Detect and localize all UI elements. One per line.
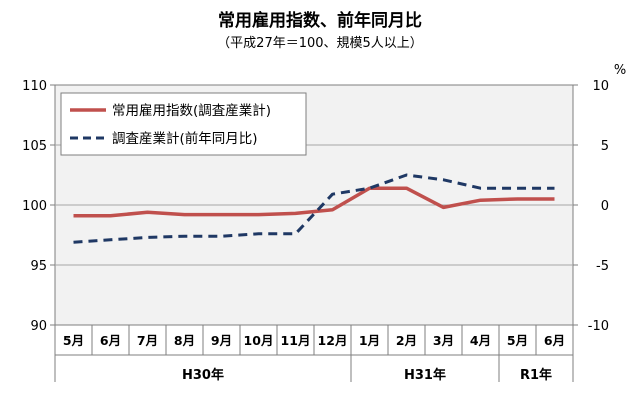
category-label: 4月 [470, 333, 491, 348]
category-label: 8月 [174, 333, 195, 348]
left-tick-label: 90 [30, 319, 47, 334]
category-label: 7月 [137, 333, 158, 348]
right-axis: -10 -5 0 5 10 [573, 79, 609, 334]
left-axis: 90 95 100 105 110 [22, 79, 55, 334]
legend: 常用雇用指数(調査産業計) 調査産業計(前年同月比) [60, 92, 307, 156]
category-label: 5月 [63, 333, 84, 348]
chart-title: 常用雇用指数、前年同月比 [218, 10, 422, 31]
left-tick-label: 110 [22, 79, 47, 94]
left-tick-label: 105 [22, 139, 47, 154]
group-label: R1年 [520, 367, 552, 383]
category-label: 1月 [359, 333, 380, 348]
series-line-yoy [73, 173, 555, 244]
category-label: 5月 [507, 333, 528, 348]
right-axis-unit: % [614, 63, 626, 78]
category-label: 12月 [318, 333, 348, 348]
category-label: 9月 [211, 333, 232, 348]
right-tick-label: -5 [596, 259, 609, 274]
left-tick-label: 100 [22, 199, 47, 214]
group-label: H31年 [404, 367, 446, 383]
category-label: 6月 [100, 333, 121, 348]
group-label: H30年 [182, 367, 224, 383]
right-tick-label: -10 [588, 319, 609, 334]
category-label: 6月 [544, 333, 565, 348]
category-axis: 5月 6月 7月 8月 9月 10月 11月 12月 1月 2月 3月 4月 5月 6月 H30年 H31年 R… [54, 325, 574, 383]
right-tick-label: 0 [601, 199, 609, 214]
right-tick-label: 10 [592, 79, 609, 94]
legend-box [60, 92, 307, 156]
category-label: 10月 [244, 333, 274, 348]
legend-label-index: 常用雇用指数(調査産業計) [112, 102, 271, 119]
legend-label-yoy: 調査産業計(前年同月比) [112, 130, 258, 147]
category-label: 2月 [396, 333, 417, 348]
series-layer [73, 173, 555, 244]
left-tick-label: 95 [30, 259, 47, 274]
right-tick-label: 5 [601, 139, 609, 154]
category-label: 3月 [433, 333, 454, 348]
series-line-index [73, 186, 555, 218]
chart-subtitle: （平成27年＝100、規模5人以上） [217, 36, 423, 51]
category-label: 11月 [281, 333, 311, 348]
